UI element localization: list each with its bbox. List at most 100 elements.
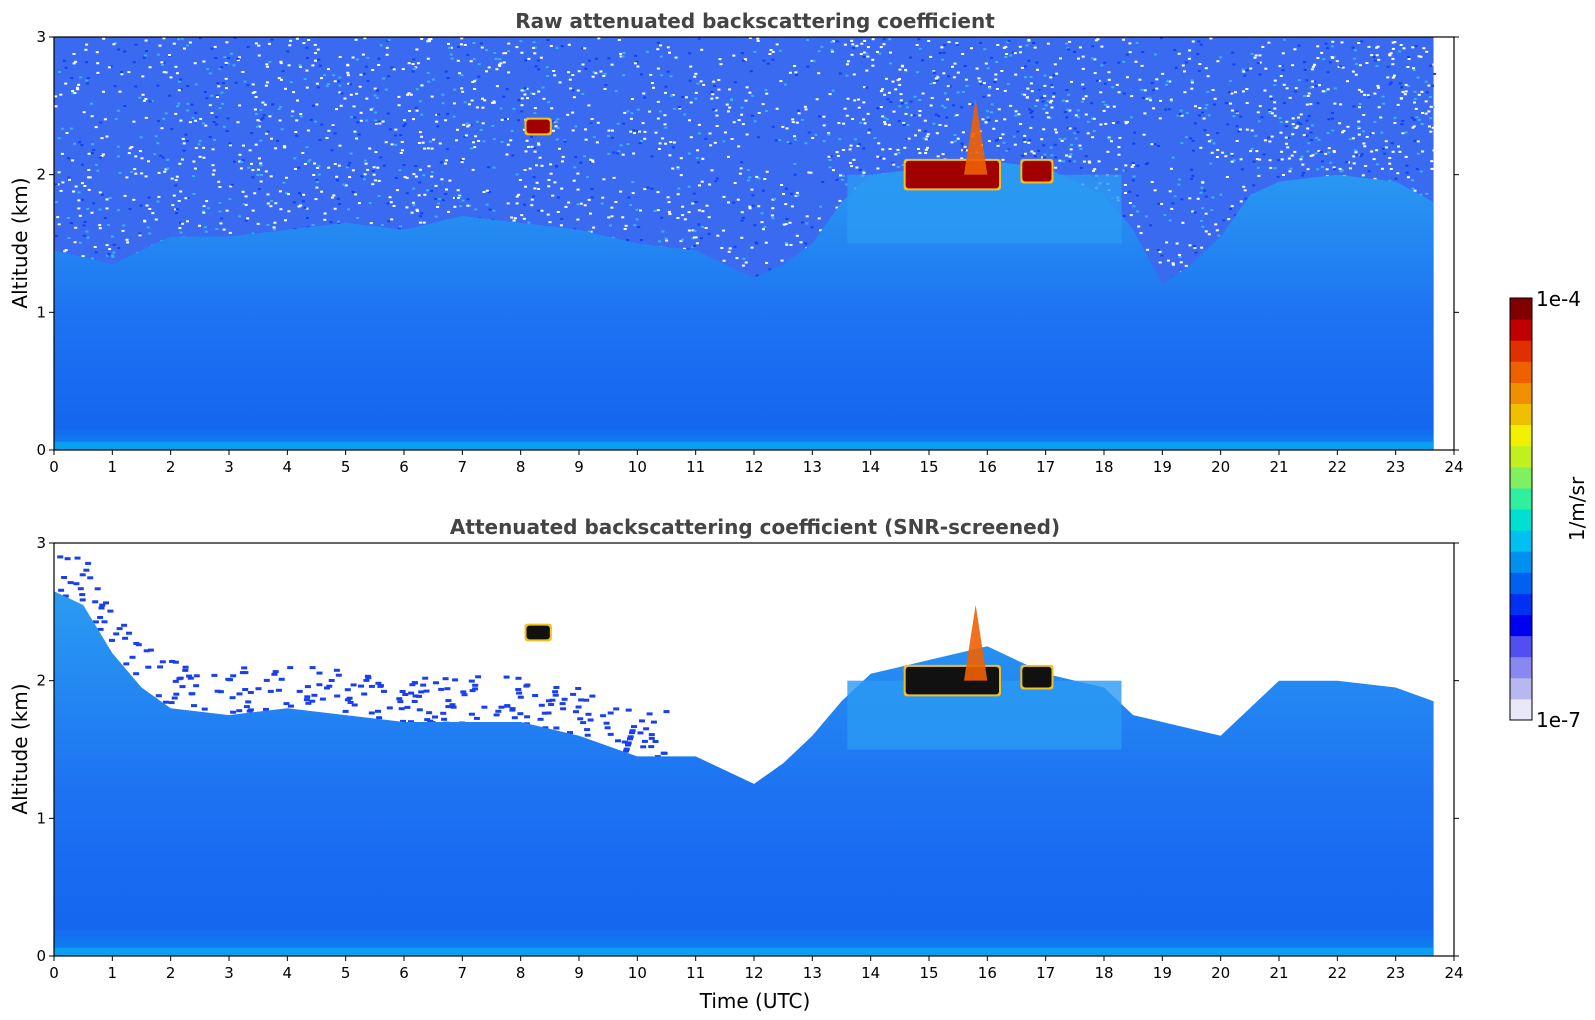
colorbar-swatch: [1510, 298, 1532, 320]
colorbar-swatch: [1510, 424, 1532, 447]
aerosol-plume: [964, 98, 988, 175]
x-tick-label: 11: [686, 458, 705, 476]
x-axis-label: Time (UTC): [699, 989, 811, 1013]
colorbar-swatch: [1510, 382, 1532, 404]
x-tick-label: 24: [1444, 458, 1463, 476]
x-tick-label: 5: [341, 964, 351, 982]
colorbar-swatch: [1510, 656, 1532, 679]
panel-raw: Raw attenuated backscattering coefficien…: [8, 9, 1464, 476]
aerosol-layer: [54, 591, 1434, 956]
x-tick-label: 22: [1328, 458, 1347, 476]
y-tick-label: 3: [36, 534, 46, 552]
x-tick-label: 7: [458, 964, 468, 982]
x-tick-label: 13: [803, 458, 822, 476]
x-tick-label: 18: [1094, 458, 1113, 476]
colorbar-min-label: 1e-7: [1536, 708, 1581, 732]
colorbar-swatch: [1510, 635, 1532, 658]
y-axis: 0 1 2 3: [36, 28, 1459, 459]
x-tick-label: 15: [919, 964, 938, 982]
x-tick-label: 4: [283, 458, 293, 476]
cloud-core: [1022, 160, 1052, 182]
colorbar-swatch: [1510, 530, 1532, 552]
x-tick-label: 18: [1094, 964, 1113, 982]
x-tick-label: 0: [49, 458, 59, 476]
colorbar-swatch: [1510, 466, 1532, 489]
x-tick-label: 17: [1036, 458, 1055, 476]
panel-screened: Attenuated backscattering coefficient (S…: [8, 515, 1464, 1013]
colorbar-swatch: [1510, 509, 1532, 531]
x-tick-label: 23: [1386, 964, 1405, 982]
x-tick-label: 12: [744, 458, 763, 476]
x-tick-label: 9: [574, 458, 584, 476]
x-tick-label: 3: [224, 964, 234, 982]
colorbar-swatch: [1510, 593, 1532, 615]
x-tick-label: 8: [516, 458, 526, 476]
x-tick-label: 6: [399, 964, 409, 982]
colorbar-swatch: [1510, 698, 1532, 721]
x-tick-label: 14: [861, 458, 880, 476]
colorbar-swatch: [1510, 361, 1532, 383]
cloud-core: [526, 625, 550, 640]
colorbar-swatch: [1510, 614, 1532, 637]
colorbar-swatch: [1510, 403, 1532, 426]
colorbar: 1e-4 1e-7 1/m/sr: [1509, 287, 1589, 732]
x-tick-label: 17: [1036, 964, 1055, 982]
colorbar-swatch: [1510, 572, 1532, 594]
x-tick-label: 20: [1211, 964, 1230, 982]
x-tick-label: 19: [1153, 964, 1172, 982]
x-tick-label: 19: [1153, 458, 1172, 476]
x-tick-label: 10: [628, 964, 647, 982]
panel-title: Raw attenuated backscattering coefficien…: [515, 9, 995, 33]
y-tick-label: 2: [36, 166, 46, 184]
heatmap-area: [54, 37, 1437, 450]
cloud-core: [1022, 666, 1052, 688]
surface-band: [54, 947, 1434, 956]
x-tick-label: 13: [803, 964, 822, 982]
colorbar-swatch: [1510, 445, 1532, 468]
x-tick-label: 20: [1211, 458, 1230, 476]
y-tick-label: 3: [36, 28, 46, 46]
x-tick-label: 0: [49, 964, 59, 982]
x-tick-label: 12: [744, 964, 763, 982]
x-tick-label: 4: [283, 964, 293, 982]
y-tick-label: 0: [36, 947, 46, 965]
x-tick-label: 3: [224, 458, 234, 476]
surface-band: [54, 441, 1434, 450]
x-tick-label: 5: [341, 458, 351, 476]
x-tick-label: 1: [108, 964, 118, 982]
colorbar-swatch: [1510, 677, 1532, 700]
x-tick-label: 2: [166, 458, 176, 476]
x-tick-label: 16: [978, 964, 997, 982]
cloud-core: [526, 119, 550, 134]
x-tick-label: 24: [1444, 964, 1463, 982]
colorbar-swatch: [1510, 551, 1532, 573]
x-tick-label: 10: [628, 458, 647, 476]
x-tick-label: 15: [919, 458, 938, 476]
panel-title: Attenuated backscattering coefficient (S…: [450, 515, 1060, 539]
y-tick-label: 2: [36, 672, 46, 690]
x-tick-label: 2: [166, 964, 176, 982]
y-axis-label: Altitude (km): [8, 683, 32, 814]
y-tick-label: 0: [36, 441, 46, 459]
y-tick-label: 1: [36, 809, 46, 827]
y-axis-label: Altitude (km): [8, 177, 32, 308]
y-axis: 0 1 2 3: [36, 534, 1459, 965]
x-tick-label: 7: [458, 458, 468, 476]
colorbar-gradient: [1510, 298, 1532, 721]
x-tick-label: 1: [108, 458, 118, 476]
x-tick-label: 21: [1269, 458, 1288, 476]
x-axis: 0 1 2 3 4 5 6 7 8 9 10 11 12 13 14 15 16 17 18 19 20 21 22 23 24: [49, 450, 1464, 476]
y-tick-label: 1: [36, 303, 46, 321]
x-tick-label: 9: [574, 964, 584, 982]
colorbar-max-label: 1e-4: [1536, 287, 1581, 311]
x-tick-label: 11: [686, 964, 705, 982]
colorbar-swatch: [1510, 340, 1532, 362]
colorbar-frame: [1509, 297, 1533, 721]
x-tick-label: 21: [1269, 964, 1288, 982]
x-axis: 0 1 2 3 4 5 6 7 8 9 10 11 12 13 14 15 16 17 18 19 20 21 22 23 24: [49, 956, 1464, 982]
x-tick-label: 6: [399, 458, 409, 476]
x-tick-label: 14: [861, 964, 880, 982]
colorbar-swatch: [1510, 487, 1532, 510]
heatmap-area: [54, 543, 1434, 956]
